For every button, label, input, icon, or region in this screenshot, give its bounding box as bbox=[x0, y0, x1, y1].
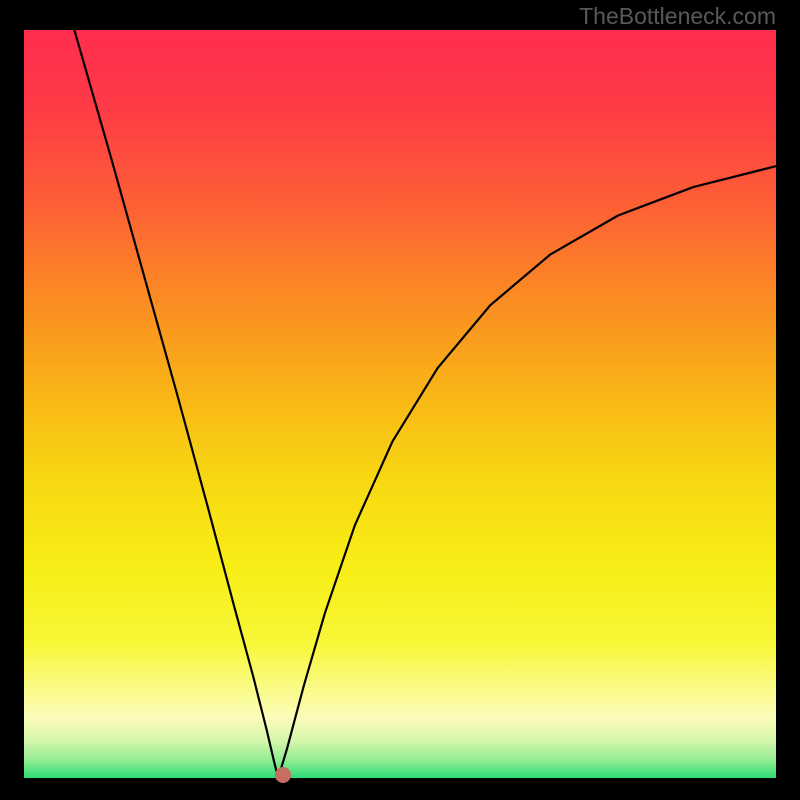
curve-right-branch bbox=[278, 166, 776, 778]
curve-left-branch bbox=[74, 30, 278, 778]
minimum-marker bbox=[275, 767, 291, 783]
bottleneck-curve bbox=[24, 30, 776, 778]
plot-area bbox=[24, 30, 776, 778]
chart-frame bbox=[0, 0, 800, 800]
watermark-text: TheBottleneck.com bbox=[579, 3, 776, 30]
